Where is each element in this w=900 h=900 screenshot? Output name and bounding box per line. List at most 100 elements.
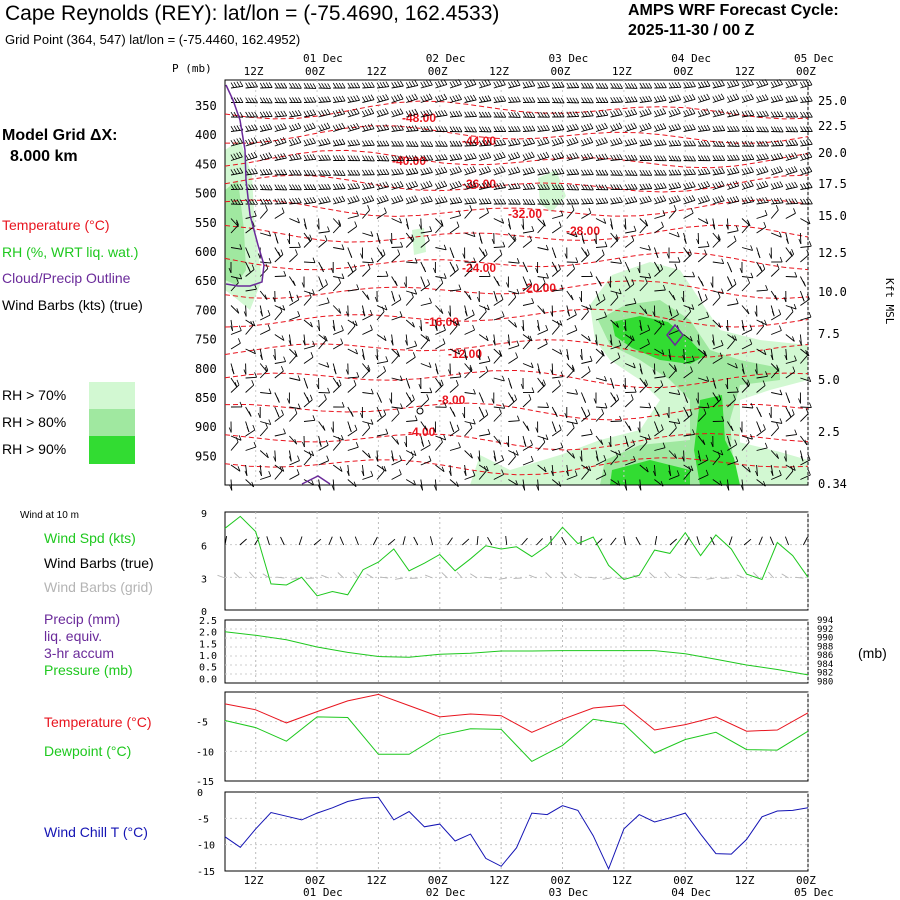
- wind-barb: [478, 126, 492, 133]
- wind-barb: [653, 464, 656, 477]
- wind-barb: [726, 195, 740, 205]
- wind-barb: [785, 355, 797, 364]
- wind-barb: [624, 421, 632, 432]
- wind-barb: [245, 421, 250, 433]
- wind-barb: [260, 324, 271, 335]
- cloud-outline: [301, 475, 331, 485]
- wind-barb: [376, 428, 389, 437]
- wind-barb: [289, 242, 301, 248]
- wind-barb: [595, 137, 608, 147]
- wind-barb: [434, 79, 448, 89]
- wind-barb: [799, 290, 805, 302]
- wind-barb: [783, 290, 787, 303]
- wind-barb: [654, 264, 663, 277]
- wind-barb: [259, 450, 269, 459]
- wind-barb: [332, 464, 343, 472]
- wind-barb: [654, 82, 667, 89]
- wind-barb: [756, 166, 769, 176]
- wind-barb: [654, 348, 665, 355]
- wind-barb: [288, 137, 302, 147]
- wind-barb: [332, 277, 341, 292]
- wind-barb: [800, 241, 812, 248]
- wind-barb: [551, 247, 557, 259]
- wind-barb: [405, 195, 419, 205]
- wind-barb: [332, 95, 346, 103]
- wind-barb: [274, 137, 287, 147]
- wind-barb: [770, 309, 782, 321]
- wind-barb: [493, 218, 505, 224]
- bottom-hour-label: 00Z: [673, 874, 693, 887]
- wind-barb: [449, 261, 456, 273]
- wind-barb: [668, 204, 677, 219]
- wind-barb: [697, 294, 708, 306]
- bottom-date-label: 03 Dec: [549, 886, 589, 899]
- wind-barb: [800, 376, 812, 383]
- bottom-hour-label: 12Z: [244, 874, 264, 887]
- wind-barb: [800, 139, 813, 147]
- wind-barb: [712, 140, 726, 147]
- wind-barb: [668, 169, 682, 176]
- wind-barb: [420, 167, 433, 176]
- wind-barb: [288, 122, 302, 132]
- wind-barb: [259, 348, 263, 360]
- wind-barb: [595, 197, 609, 205]
- wind-barb: [449, 319, 460, 326]
- wind-barb: [420, 140, 434, 147]
- dewpoint-line: [224, 716, 809, 763]
- wind-barb: [332, 195, 346, 205]
- wind-barb: [595, 402, 608, 409]
- wind-barb: [595, 153, 609, 161]
- wind-barb: [434, 166, 448, 176]
- wind-barb: [333, 401, 345, 408]
- wind-barb: [668, 108, 681, 118]
- wind-barb: [668, 263, 678, 277]
- top-date-label: 04 Dec: [671, 52, 711, 65]
- wind-barb: [491, 232, 495, 245]
- wind-barb: [406, 340, 418, 350]
- wind-barb: [610, 415, 622, 422]
- wind-barb: [259, 198, 273, 205]
- wind-barb: [507, 334, 511, 346]
- wind-speed-tick: 9: [201, 509, 207, 520]
- wind-barb: [362, 257, 374, 264]
- surface-wind-barb: [380, 538, 396, 579]
- rh-region: [412, 228, 426, 255]
- wind-barb: [712, 416, 725, 422]
- surface-wind-barb: [425, 536, 434, 579]
- wind-barb: [770, 364, 779, 379]
- temperature-line: [224, 693, 809, 733]
- wind-barb: [741, 437, 750, 451]
- wind-barb: [551, 348, 563, 355]
- wind-barb: [406, 289, 418, 295]
- temperature-label: -48.00: [402, 111, 436, 125]
- wind-barb: [289, 184, 302, 191]
- wind-barb: [800, 311, 812, 321]
- wind-barb: [726, 180, 740, 190]
- wind-barb: [800, 402, 812, 409]
- wind-barb: [800, 294, 810, 306]
- wind-barb: [435, 338, 446, 350]
- surface-wind-barb: [649, 536, 658, 579]
- wind-barb: [654, 319, 665, 326]
- wind-barb: [800, 469, 811, 480]
- wind-barb: [579, 290, 583, 303]
- kft-tick: 0.34: [818, 477, 847, 491]
- temperature-contour: [224, 369, 809, 389]
- wind-barb: [391, 450, 395, 462]
- pressure-tick: 400: [195, 128, 217, 142]
- wind-barb: [420, 335, 429, 350]
- temperature-tick: -10: [196, 747, 214, 758]
- wind-barb: [493, 139, 507, 147]
- wind-barb: [464, 324, 475, 335]
- wind-barb: [537, 379, 546, 393]
- wind-barb: [581, 207, 592, 219]
- top-hour-label: 00Z: [673, 65, 693, 78]
- wind-barb: [683, 334, 693, 342]
- wind-barb: [435, 140, 448, 147]
- pressure-tick: 800: [195, 362, 217, 376]
- wind-barb: [274, 464, 285, 472]
- wind-barb: [376, 108, 389, 118]
- wind-barb: [332, 305, 342, 314]
- wind-barb: [245, 320, 254, 335]
- wind-barb: [245, 379, 255, 393]
